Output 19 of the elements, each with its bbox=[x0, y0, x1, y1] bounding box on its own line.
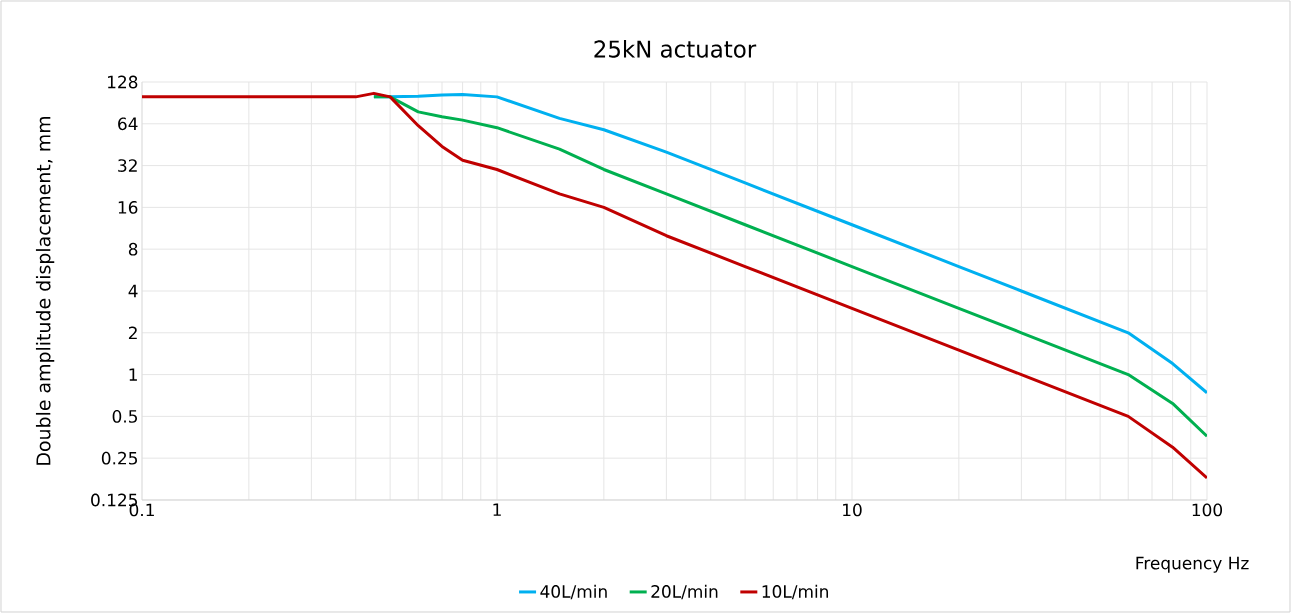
y-tick-label: 8 bbox=[128, 242, 138, 256]
y-tick-label: 64 bbox=[118, 117, 138, 131]
legend-label: 20L/min bbox=[651, 584, 718, 600]
y-tick-label: 128 bbox=[108, 75, 138, 89]
y-tick-label: 0.25 bbox=[101, 451, 137, 465]
chart-title: 25kN actuator bbox=[594, 39, 757, 58]
y-tick-label: 0.5 bbox=[112, 409, 137, 423]
y-axis-title: Double amplitude displacement, mm bbox=[35, 116, 55, 465]
y-tick-label: 32 bbox=[118, 159, 137, 172]
x-tick-label: 1 bbox=[493, 503, 501, 516]
legend-label: 40L/min bbox=[540, 584, 607, 600]
x-tick-label: 10 bbox=[843, 503, 862, 517]
x-axis-title: Frequency Hz bbox=[1136, 556, 1249, 573]
y-tick-label: 16 bbox=[118, 200, 138, 214]
y-tick-label: 4 bbox=[128, 284, 138, 298]
legend-label: 10L/min bbox=[762, 584, 828, 600]
y-tick-label: 1 bbox=[129, 368, 137, 381]
x-tick-label: 100 bbox=[1192, 503, 1223, 517]
y-tick-label: 2 bbox=[128, 326, 137, 340]
